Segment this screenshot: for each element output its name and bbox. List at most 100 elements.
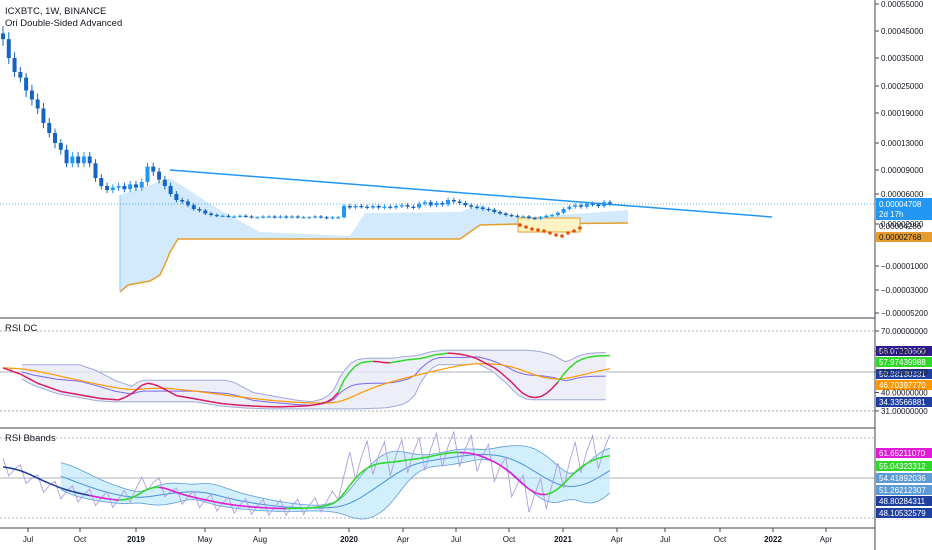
price-axis-label: 0.00055000 — [881, 0, 924, 9]
candle — [422, 202, 427, 204]
candle — [417, 203, 422, 208]
rsi-segment — [574, 359, 582, 364]
rsi-segment — [158, 385, 166, 391]
bb-rsi-segment — [360, 467, 368, 474]
time-axis-label: 2021 — [554, 535, 572, 544]
dc-value-label: 58.07228660 — [879, 347, 926, 356]
bb-rsi-segment — [77, 492, 85, 496]
rsi-segment — [48, 386, 56, 391]
candle — [237, 215, 242, 217]
channel-box — [517, 217, 581, 233]
candle — [214, 215, 219, 217]
candle — [197, 209, 202, 211]
price-axis-label: −0.00003000 — [881, 286, 928, 295]
bb-rsi-segment — [135, 491, 143, 497]
bb-value-tag — [876, 485, 932, 495]
candle — [561, 209, 566, 213]
cloud-fill — [120, 178, 628, 292]
bb-rsi-segment — [349, 477, 357, 487]
dc-axis-label: 60.00000000 — [881, 348, 928, 357]
bb-rsi-segment — [210, 500, 218, 504]
rsi-segment — [228, 403, 235, 406]
candle — [509, 215, 514, 217]
dc-axis-label: 40.00000000 — [881, 389, 928, 398]
candle — [480, 207, 485, 209]
signal-dot — [578, 226, 582, 230]
bb-rsi-segment — [424, 455, 431, 459]
bb-rsi-segment — [568, 471, 576, 479]
candle — [365, 206, 370, 208]
signal-dot — [548, 231, 552, 235]
bb-rsi-segment — [528, 488, 536, 494]
candle — [105, 186, 110, 190]
candle — [58, 143, 63, 150]
candle — [359, 206, 364, 208]
bb-rsi-segment — [66, 489, 73, 493]
candle — [53, 133, 58, 143]
rsi-segment — [43, 384, 50, 389]
bb-rsi-segment — [129, 495, 137, 500]
bb-rsi-segment — [343, 485, 351, 494]
chart-title: ICXBTC, 1W, BINANCE — [5, 6, 106, 17]
bb-value-label: 51.26212307 — [879, 486, 926, 495]
bb-rsi-segment — [25, 472, 33, 477]
rsi-segment — [545, 387, 553, 395]
price-axis-label: 0.00045000 — [881, 27, 924, 36]
bb-rsi-segment — [31, 474, 39, 479]
candle — [336, 217, 341, 219]
signal-dot — [554, 233, 558, 237]
rsi-segment — [199, 398, 206, 402]
candle — [87, 156, 92, 164]
candle — [428, 202, 433, 206]
rsi-segment — [401, 358, 408, 362]
candle — [191, 205, 196, 209]
bb-rsi-segment — [164, 487, 171, 491]
dc-upper — [22, 349, 606, 403]
rsi-segment — [320, 401, 327, 405]
bb-value-label: 48.80284311 — [879, 497, 926, 506]
dc-value-tag — [876, 346, 932, 356]
rsi-dc-pane[interactable]: 58.07228660 57.97439988 50.38130331 46.7039… — [0, 330, 932, 412]
candle — [70, 156, 75, 164]
candle — [382, 206, 387, 208]
rsi-segment — [470, 355, 478, 360]
rsi-segment — [528, 395, 535, 399]
trendline — [169, 169, 773, 218]
bb-rsi-segment — [315, 505, 322, 509]
bb-value-label: 55.04323312 — [879, 462, 926, 471]
candle — [6, 39, 11, 58]
bb-rsi-segment — [112, 498, 119, 501]
candle — [446, 200, 451, 205]
signal-dot — [536, 228, 540, 232]
candle — [313, 216, 318, 218]
time-axis-label: Oct — [74, 535, 87, 544]
rsi-segment — [337, 379, 345, 393]
price-tag-plain — [876, 221, 932, 231]
candle — [324, 217, 329, 219]
bb-rsi-segment — [14, 468, 21, 472]
candle — [232, 216, 237, 218]
candle — [278, 216, 283, 218]
rsi-segment — [205, 399, 212, 403]
signal-dot — [524, 225, 528, 229]
bb-rsi-segment — [176, 491, 183, 496]
candle — [168, 186, 173, 194]
candle — [12, 58, 17, 72]
bb-rsi-segment — [54, 484, 62, 489]
rsi-segment — [557, 373, 565, 383]
candle — [76, 156, 81, 164]
rsi-bbands-pane[interactable]: 61.65211070 55.04323312 54.41892036 51.2621… — [0, 430, 932, 520]
candle — [220, 215, 225, 217]
rsi-segment — [476, 358, 484, 363]
candle — [255, 217, 260, 219]
bb-value-label: 48.10532579 — [879, 509, 926, 518]
candle — [607, 202, 612, 204]
bb-rsi-segment — [366, 464, 374, 469]
bb-rsi-segment — [488, 458, 495, 463]
countdown-label: 2d 17h — [879, 210, 903, 219]
rsi-segment — [309, 404, 316, 407]
rsi-segment — [586, 355, 593, 359]
